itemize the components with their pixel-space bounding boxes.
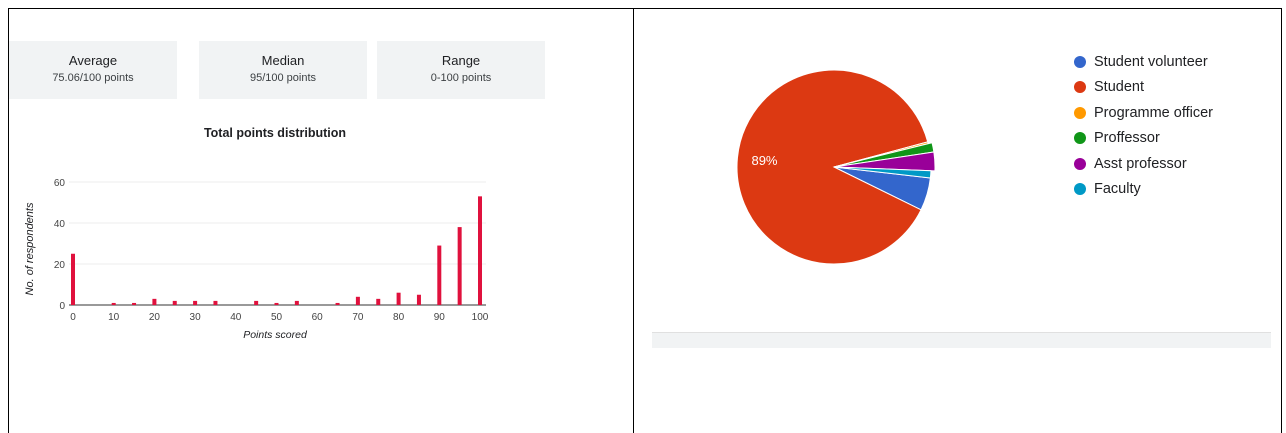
- pie-slice: [833, 151, 936, 172]
- x-tick-label: 20: [149, 312, 161, 323]
- stat-title: Average: [68, 53, 118, 68]
- stat-value: 75.06/100 points: [52, 72, 134, 84]
- x-tick-label: 0: [70, 312, 76, 323]
- panel-divider: [633, 8, 634, 433]
- bar: [71, 253, 75, 305]
- points-distribution-chart: Total points distribution No. of respond…: [24, 126, 489, 341]
- legend-label: Programme officer: [1094, 104, 1213, 121]
- x-tick-label: 10: [108, 312, 120, 323]
- y-tick-label: 0: [59, 301, 65, 312]
- pie-legend: Student volunteer Student Programme office…: [1074, 49, 1213, 202]
- x-tick-label: 80: [393, 312, 405, 323]
- bar: [437, 245, 442, 305]
- legend-entry: Asst professor: [1074, 151, 1213, 177]
- legend-swatch: [1074, 132, 1086, 145]
- bar: [152, 298, 157, 305]
- pie-slice: [833, 166, 932, 179]
- legend-label: Asst professor: [1094, 155, 1187, 172]
- x-tick-label: 90: [434, 312, 446, 323]
- x-axis-label: Points scored: [243, 329, 308, 341]
- legend-entry: Programme officer: [1074, 100, 1213, 126]
- legend-entry: Proffessor: [1074, 126, 1213, 152]
- legend-swatch: [1074, 55, 1086, 68]
- bar: [274, 302, 279, 305]
- stat-average: Average 75.06/100 points: [9, 41, 177, 99]
- bar: [396, 292, 401, 305]
- bar: [254, 300, 259, 305]
- slice-label: 89%: [751, 153, 777, 168]
- x-tick-label: 70: [352, 312, 364, 323]
- stat-title: Median: [261, 53, 305, 68]
- bar: [213, 300, 218, 305]
- legend-entry: Student: [1074, 75, 1213, 101]
- legend-label: Proffessor: [1094, 130, 1160, 147]
- bar: [335, 302, 340, 305]
- bar: [457, 227, 462, 305]
- legend-label: Student volunteer: [1094, 53, 1208, 70]
- stat-value: 0-100 points: [430, 72, 492, 84]
- legend-label: Student: [1094, 79, 1144, 96]
- x-tick-label: 40: [230, 312, 242, 323]
- bar: [478, 196, 482, 305]
- stat-title: Range: [441, 53, 481, 68]
- bar: [132, 302, 137, 305]
- y-axis-label: No. of respondents: [24, 202, 36, 295]
- legend-swatch: [1074, 157, 1086, 170]
- role-pie-chart: 89%: [736, 69, 936, 265]
- y-tick-label: 20: [54, 260, 66, 271]
- bar: [355, 296, 360, 305]
- bar: [416, 294, 421, 305]
- legend-label: Faculty: [1094, 181, 1141, 198]
- bar: [172, 300, 177, 305]
- bar: [193, 300, 198, 305]
- x-tick-label: 50: [271, 312, 283, 323]
- x-tick-label: 30: [190, 312, 202, 323]
- footer-bar: [652, 332, 1271, 348]
- pie-slice: [736, 69, 929, 265]
- chart-title: Total points distribution: [204, 126, 346, 140]
- legend-entry: Student volunteer: [1074, 49, 1213, 75]
- bar: [294, 300, 299, 305]
- bar: [111, 302, 116, 305]
- x-tick-label: 100: [472, 312, 489, 323]
- bar: [376, 298, 381, 305]
- legend-swatch: [1074, 183, 1086, 196]
- stat-range: Range 0-100 points: [377, 41, 545, 99]
- stat-median: Median 95/100 points: [199, 41, 367, 99]
- y-tick-label: 40: [54, 219, 66, 230]
- x-tick-label: 60: [312, 312, 324, 323]
- left-panel: Average 75.06/100 points Median 95/100 p…: [9, 9, 633, 433]
- legend-swatch: [1074, 81, 1086, 94]
- outer-frame: [8, 8, 1282, 433]
- y-tick-label: 60: [54, 178, 66, 189]
- legend-swatch: [1074, 106, 1086, 119]
- stat-value: 95/100 points: [249, 72, 317, 84]
- right-panel: 89% Student volunteer Student Programme of…: [634, 9, 1281, 433]
- legend-entry: Faculty: [1074, 177, 1213, 203]
